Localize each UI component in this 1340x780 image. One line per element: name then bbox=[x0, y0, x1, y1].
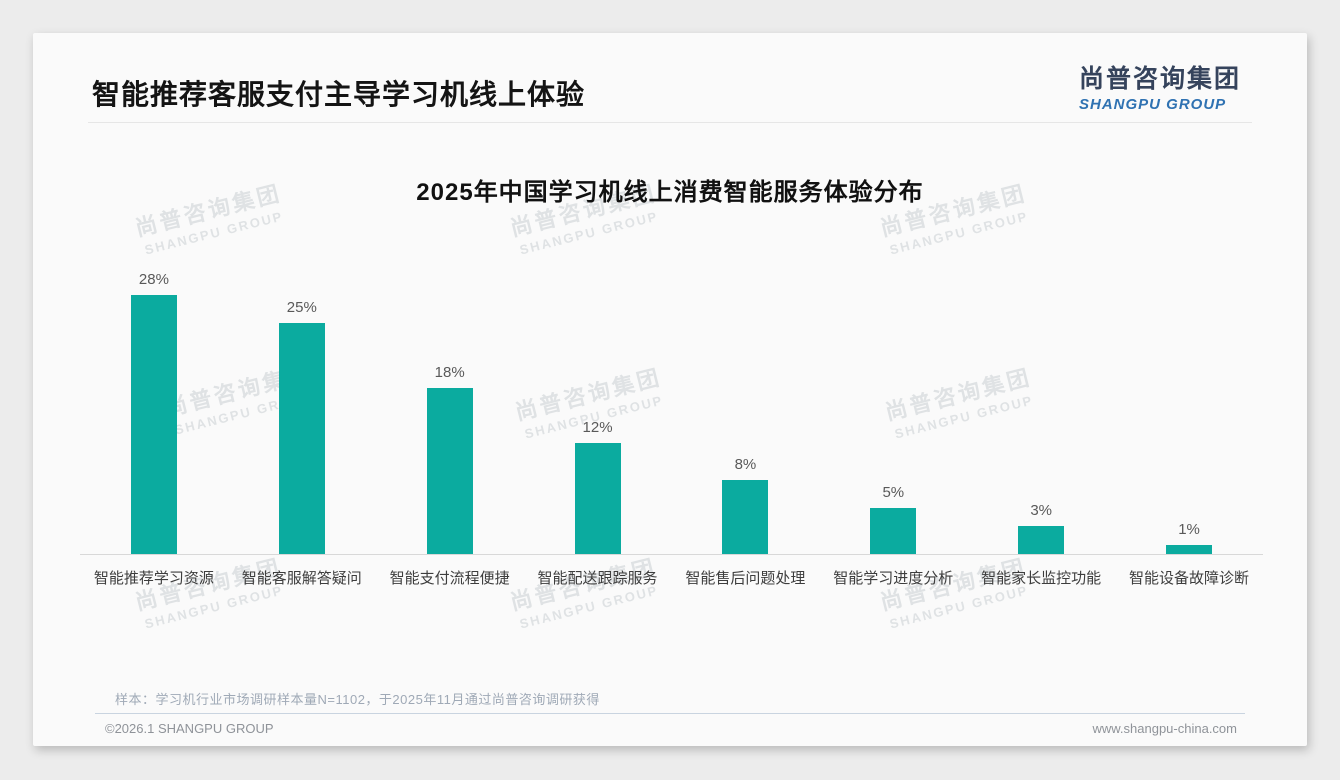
bar-chart: 2025年中国学习机线上消费智能服务体验分布 28% 25% 18% 12% 8% 5% 3… bbox=[33, 33, 1307, 746]
bar-value-label: 3% bbox=[1030, 502, 1053, 520]
brand-logo-chinese: 尚普咨询集团 bbox=[1078, 65, 1241, 93]
chart-category-axis: 智能推荐学习资源 智能客服解答疑问 智能支付流程便捷 智能配送跟踪服务 智能售后问题处理… bbox=[80, 567, 1263, 588]
bar-column: 8% bbox=[672, 243, 820, 554]
category-label: 智能支付流程便捷 bbox=[389, 570, 510, 587]
bar-column: 3% bbox=[967, 243, 1115, 554]
copyright-text: ©2026.1 SHANGPU GROUP bbox=[105, 721, 274, 736]
bar-value-label: 18% bbox=[434, 363, 465, 381]
category-label: 智能售后问题处理 bbox=[685, 570, 806, 587]
footer-divider bbox=[95, 713, 1245, 714]
bar bbox=[1018, 526, 1065, 554]
bar-column: 5% bbox=[819, 243, 967, 554]
header-divider bbox=[88, 122, 1252, 123]
bar bbox=[130, 295, 177, 554]
bar-value-label: 5% bbox=[882, 483, 905, 501]
brand-logo: 尚普咨询集团 SHANGPU GROUP bbox=[1079, 59, 1241, 113]
bar-column: 28% bbox=[80, 243, 228, 554]
category-label: 智能家长监控功能 bbox=[981, 570, 1102, 587]
bar bbox=[722, 480, 769, 554]
page-footer: ©2026.1 SHANGPU GROUP www.shangpu-china.… bbox=[105, 721, 1237, 736]
sample-note: 样本：学习机行业市场调研样本量N=1102，于2025年11月通过尚普咨询调研获… bbox=[115, 692, 600, 707]
category-label: 智能学习进度分析 bbox=[833, 570, 954, 587]
bar bbox=[870, 507, 917, 554]
bar bbox=[278, 322, 325, 554]
bar-column: 1% bbox=[1115, 243, 1263, 554]
brand-logo-english: SHANGPU GROUP bbox=[1078, 96, 1227, 113]
bar bbox=[574, 443, 621, 554]
bar-column: 25% bbox=[228, 243, 376, 554]
bar-value-label: 8% bbox=[734, 456, 757, 473]
bar-value-label: 1% bbox=[1178, 520, 1200, 538]
report-card: 尚普咨询集团 SHANGPU GROUP 尚普咨询集团 SHANGPU GROUP 尚普… bbox=[33, 33, 1307, 746]
website-url: www.shangpu-china.com bbox=[1092, 721, 1237, 736]
page-title: 智能推荐客服支付主导学习机线上体验 bbox=[92, 79, 586, 110]
category-label: 智能配送跟踪服务 bbox=[537, 570, 658, 587]
bar-column: 18% bbox=[376, 243, 524, 554]
category-label: 智能设备故障诊断 bbox=[1129, 570, 1250, 587]
bar-column: 12% bbox=[524, 243, 672, 554]
bar-value-label: 12% bbox=[582, 419, 613, 436]
bar-value-label: 25% bbox=[286, 298, 317, 316]
chart-title: 2025年中国学习机线上消费智能服务体验分布 bbox=[416, 179, 924, 206]
bar bbox=[1166, 544, 1213, 554]
bar-value-label: 28% bbox=[138, 271, 169, 288]
bar bbox=[426, 387, 473, 554]
category-label: 智能推荐学习资源 bbox=[93, 570, 214, 587]
category-label: 智能客服解答疑问 bbox=[241, 570, 362, 587]
chart-plot-area: 28% 25% 18% 12% 8% 5% 3% 1% bbox=[80, 243, 1263, 555]
